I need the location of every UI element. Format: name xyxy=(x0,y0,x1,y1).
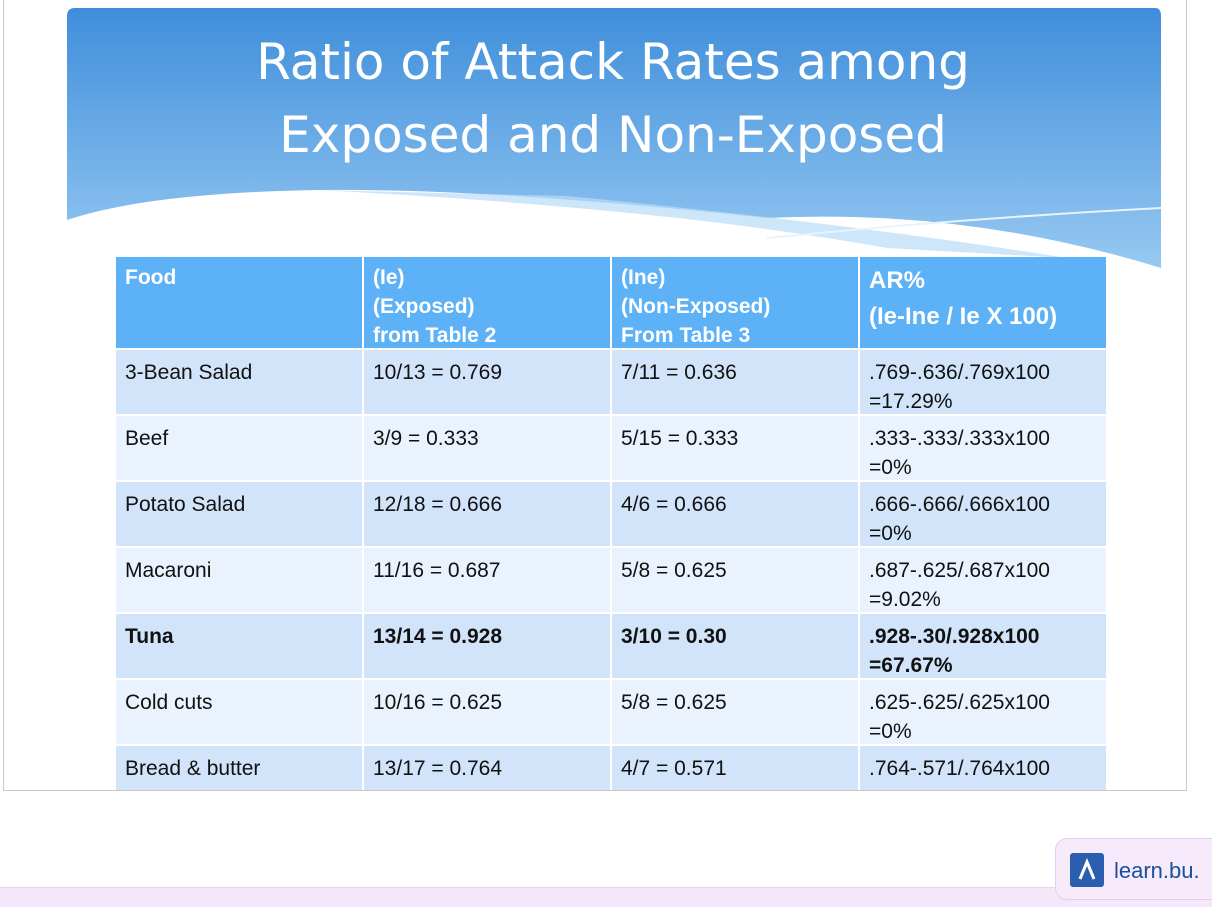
cell-line: 10/16 = 0.625 xyxy=(373,691,503,714)
badge-text: learn.bu. xyxy=(1114,858,1200,883)
table-cell: .769-.636/.769x100 =17.29% xyxy=(860,350,1108,416)
header-band xyxy=(67,8,1161,268)
table: Food (Ie) (Exposed) from Table 2 (Ine) (Non-E… xyxy=(116,257,1108,790)
cell-line: =67.67% xyxy=(869,654,953,677)
header-cell: (Ine) (Non-Exposed) From Table 3 xyxy=(612,257,860,350)
cell-line: from Table 2 xyxy=(373,324,497,347)
cell-line: .764-.571/.764x100 xyxy=(869,757,1050,780)
table-row: 3-Bean Salad 10/13 = 0.769 7/11 = 0.636 .76… xyxy=(116,350,1108,416)
bottom-bar xyxy=(0,887,1212,907)
table-cell: 5/15 = 0.333 xyxy=(612,416,860,482)
cell-line: (Ie) xyxy=(373,266,405,289)
table-cell: Beef xyxy=(116,416,364,482)
table-cell: 13/14 = 0.928 xyxy=(364,614,612,680)
cell-line: 3/10 = 0.30 xyxy=(621,625,727,648)
table-cell: .928-.30/.928x100 =67.67% xyxy=(860,614,1108,680)
cell-line: Macaroni xyxy=(125,559,212,582)
cell-line: .666-.666/.666x100 xyxy=(869,493,1050,516)
cell-line: 5/8 = 0.625 xyxy=(621,691,727,714)
header-line xyxy=(766,207,1162,239)
header-cell: Food xyxy=(116,257,364,350)
table-cell: 7/11 = 0.636 xyxy=(612,350,860,416)
table-row: Potato Salad 12/18 = 0.666 4/6 = 0.666 .666… xyxy=(116,482,1108,548)
title-line: Ratio of Attack Rates among xyxy=(256,33,970,91)
cell-line: (Ie-Ine / Ie X 100) xyxy=(869,303,1058,330)
cell-line: 5/8 = 0.625 xyxy=(621,559,727,582)
table-cell: Potato Salad xyxy=(116,482,364,548)
table-row: Bread & butter 13/17 = 0.764 4/7 = 0.571 .7… xyxy=(116,746,1108,790)
cell-line: (Exposed) xyxy=(373,295,475,318)
cell-line: 3-Bean Salad xyxy=(125,361,253,384)
table-row: Tuna 13/14 = 0.928 3/10 = 0.30 .928-.30/.92… xyxy=(116,614,1108,680)
table-cell: .333-.333/.333x100 =0% xyxy=(860,416,1108,482)
cell-line: 4/7 = 0.571 xyxy=(621,757,727,780)
table-cell: 4/6 = 0.666 xyxy=(612,482,860,548)
cell-line: =17.29% xyxy=(869,390,953,413)
cell-line: =0% xyxy=(869,456,912,479)
table-cell: 11/16 = 0.687 xyxy=(364,548,612,614)
table-cell: Macaroni xyxy=(116,548,364,614)
cell-line: AR% xyxy=(869,267,926,294)
title-line: Exposed and Non-Exposed xyxy=(279,106,947,164)
cell-line: (Non-Exposed) xyxy=(621,295,771,318)
table-cell: Cold cuts xyxy=(116,680,364,746)
table-cell: 5/8 = 0.625 xyxy=(612,680,860,746)
cell-line: Food xyxy=(125,266,177,289)
cell-line: From Table 3 xyxy=(621,324,751,347)
table-row: Macaroni 11/16 = 0.687 5/8 = 0.625 .687-.62… xyxy=(116,548,1108,614)
table-cell: 4/7 = 0.571 xyxy=(612,746,860,790)
slide-header xyxy=(67,8,1162,268)
cell-line: 4/6 = 0.666 xyxy=(621,493,727,516)
header-cell: (Ie) (Exposed) from Table 2 xyxy=(364,257,612,350)
cell-line: .625-.625/.625x100 xyxy=(869,691,1050,714)
cell-line: 13/14 = 0.928 xyxy=(373,625,503,648)
header-cell: AR% (Ie-Ine / Ie X 100) xyxy=(860,257,1108,350)
table-cell: .764-.571/.764x100 xyxy=(860,746,1108,790)
cell-line: Beef xyxy=(125,427,169,450)
table-row: Beef 3/9 = 0.333 5/15 = 0.333 .333-.333/.33… xyxy=(116,416,1108,482)
table-cell: .687-.625/.687x100 =9.02% xyxy=(860,548,1108,614)
cell-line: =0% xyxy=(869,522,912,545)
cell-line: .928-.30/.928x100 xyxy=(869,625,1040,648)
cell-line: 11/16 = 0.687 xyxy=(373,559,501,582)
table-cell: .666-.666/.666x100 =0% xyxy=(860,482,1108,548)
header-row: Food (Ie) (Exposed) from Table 2 (Ine) (Non-E… xyxy=(116,257,1108,350)
table-cell: Tuna xyxy=(116,614,364,680)
site-icon xyxy=(1070,853,1104,887)
cell-line: 7/11 = 0.636 xyxy=(621,361,737,384)
cell-line: .333-.333/.333x100 xyxy=(869,427,1050,450)
cell-line: 13/17 = 0.764 xyxy=(373,757,503,780)
cell-line: 5/15 = 0.333 xyxy=(621,427,739,450)
cell-line: 12/18 = 0.666 xyxy=(373,493,503,516)
table-cell: .625-.625/.625x100 =0% xyxy=(860,680,1108,746)
site-badge[interactable]: learn.bu. xyxy=(1055,838,1212,900)
table-cell: 5/8 = 0.625 xyxy=(612,548,860,614)
cell-line: .769-.636/.769x100 xyxy=(869,361,1050,384)
cell-line: .687-.625/.687x100 xyxy=(869,559,1050,582)
cell-line: =9.02% xyxy=(869,588,941,611)
table-cell: 10/13 = 0.769 xyxy=(364,350,612,416)
table-cell: 12/18 = 0.666 xyxy=(364,482,612,548)
table-cell: 10/16 = 0.625 xyxy=(364,680,612,746)
table-cell: Bread & butter xyxy=(116,746,364,790)
slide-frame: Ratio of Attack Rates among Exposed and N… xyxy=(3,0,1187,791)
table-cell: 3/9 = 0.333 xyxy=(364,416,612,482)
cell-line: (Ine) xyxy=(621,266,666,289)
cell-line: 10/13 = 0.769 xyxy=(373,361,503,384)
table-cell: 3/10 = 0.30 xyxy=(612,614,860,680)
table-row: Cold cuts 10/16 = 0.625 5/8 = 0.625 .625-.6… xyxy=(116,680,1108,746)
cell-line: Bread & butter xyxy=(125,757,261,780)
cell-line: Tuna xyxy=(125,625,174,648)
cell-line: Potato Salad xyxy=(125,493,246,516)
cell-line: =0% xyxy=(869,720,912,743)
table-cell: 3-Bean Salad xyxy=(116,350,364,416)
cell-line: 3/9 = 0.333 xyxy=(373,427,479,450)
table-cell: 13/17 = 0.764 xyxy=(364,746,612,790)
header-wave xyxy=(317,190,1067,258)
cell-line: Cold cuts xyxy=(125,691,213,714)
slide-title: Ratio of Attack Rates among Exposed and N… xyxy=(67,26,1159,172)
